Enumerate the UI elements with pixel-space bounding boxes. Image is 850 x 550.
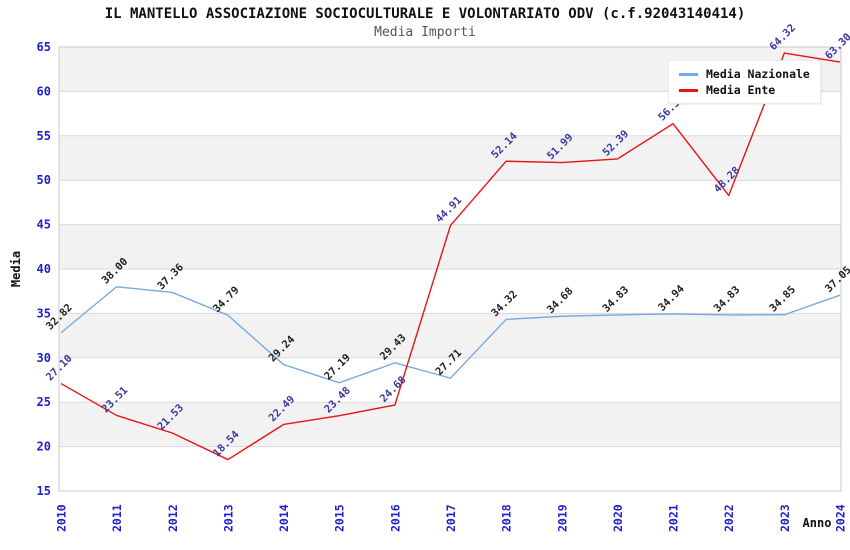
y-tick-label: 20: [37, 440, 51, 454]
x-tick-label: 2011: [110, 504, 124, 532]
series-line-media-nazionale: [60, 286, 841, 384]
plot-border: [58, 46, 842, 492]
value-label: 34.83: [600, 284, 631, 315]
y-tick-label: 45: [37, 218, 51, 232]
x-tick-labels: 2010 2011 2012 2013 2014 2015 2016 2017 2018 2019…: [55, 504, 848, 532]
plot-band: [59, 402, 841, 447]
legend-label-media-ente: Media Ente: [706, 83, 776, 97]
x-tick-label: 2016: [388, 504, 402, 532]
x-tick-label: 2023: [778, 504, 792, 532]
media-ente-line-swatch: [679, 88, 698, 92]
x-tick-label: 2024: [834, 504, 848, 532]
chart-subtitle: Media Importi: [374, 25, 476, 40]
y-tick-label: 25: [37, 395, 51, 409]
y-tick-labels: 15 20 25 30 35 40 45 50 55 60 65: [37, 40, 51, 498]
y-tick-label: 40: [37, 262, 51, 276]
y-tick-label: 35: [37, 306, 51, 320]
value-label: 34.68: [545, 285, 576, 316]
x-axis-title: Anno: [803, 516, 832, 530]
x-tick-label: 2017: [444, 504, 458, 532]
y-tick-label: 55: [37, 129, 51, 143]
value-label: 24.68: [378, 374, 409, 405]
y-tick-label: 60: [37, 84, 51, 98]
y-tick-label: 15: [37, 484, 51, 498]
series-line-media-ente: [60, 52, 841, 461]
plot-bands: [59, 47, 841, 447]
x-tick-label: 2021: [667, 504, 681, 532]
plot-band: [59, 313, 841, 358]
value-label: 34.79: [211, 284, 242, 315]
value-label: 34.85: [767, 284, 798, 315]
y-tick-label: 50: [37, 173, 51, 187]
legend-item-media-ente[interactable]: Media Ente: [679, 82, 810, 98]
media-nazionale-line-swatch: [679, 72, 698, 76]
x-tick-label: 2015: [333, 504, 347, 532]
y-tick-label: 65: [37, 40, 51, 54]
x-tick-label: 2019: [555, 504, 569, 532]
value-label: 34.83: [712, 284, 743, 315]
x-tick-label: 2013: [221, 504, 235, 532]
y-axis-title: Media: [9, 251, 23, 287]
x-tick-label: 2018: [500, 504, 514, 532]
x-tick-label: 2014: [277, 504, 291, 532]
value-label: 44.91: [433, 194, 464, 225]
value-label: 34.94: [656, 283, 687, 314]
legend: Media Nazionale Media Ente: [668, 60, 821, 104]
legend-item-media-nazionale[interactable]: Media Nazionale: [679, 66, 810, 82]
plot-band: [59, 224, 841, 269]
chart-title: IL MANTELLO ASSOCIAZIONE SOCIOCULTURALE …: [104, 6, 746, 22]
x-tick-label: 2020: [611, 504, 625, 532]
x-tick-label: 2022: [722, 504, 736, 532]
y-tick-label: 30: [37, 351, 51, 365]
legend-label-media-nazionale: Media Nazionale: [706, 67, 810, 81]
x-tick-label: 2012: [166, 504, 180, 532]
x-tick-label: 2010: [55, 504, 69, 532]
